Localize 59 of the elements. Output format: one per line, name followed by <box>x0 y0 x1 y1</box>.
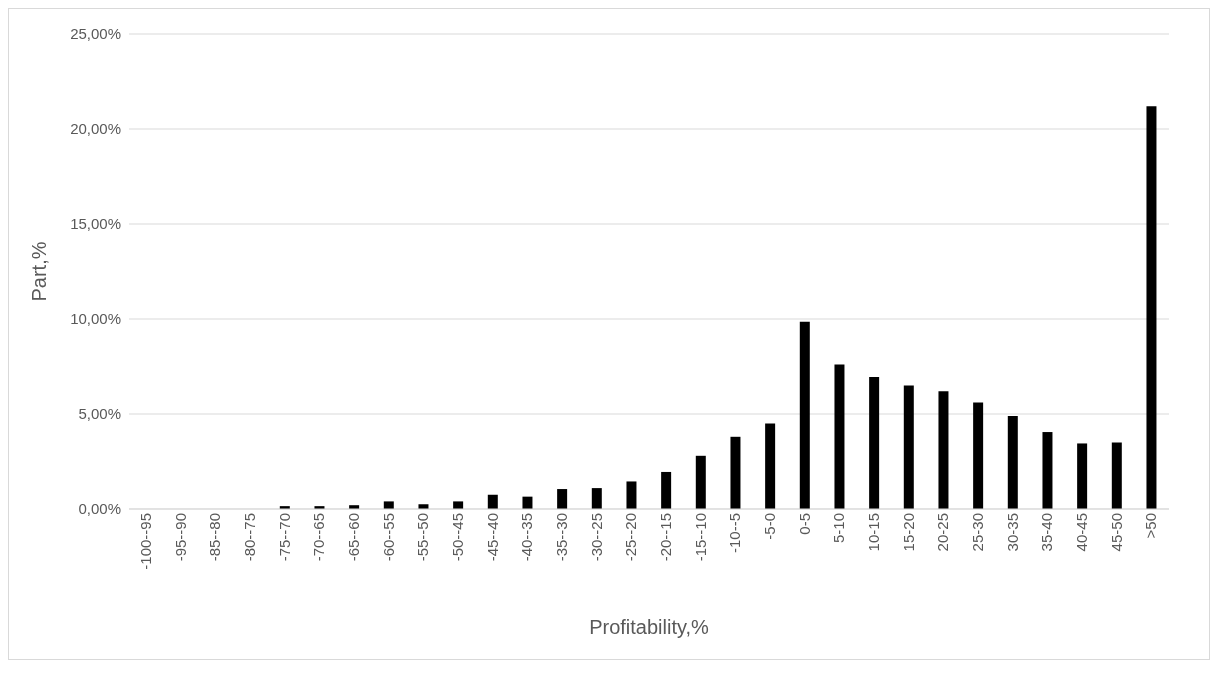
x-axis-title: Profitability,% <box>589 616 710 638</box>
bar <box>765 423 776 509</box>
y-tick-label: 0,00% <box>78 500 121 518</box>
y-tick-label: 25,00% <box>70 25 121 43</box>
x-tick-label: -20--15 <box>656 513 674 562</box>
x-tick-label: >50 <box>1142 513 1160 539</box>
x-tick-label: 10-15 <box>864 513 882 552</box>
x-tick-label: 25-30 <box>968 513 986 552</box>
x-tick-label: -10--5 <box>726 513 744 554</box>
x-tick-label: 0-5 <box>795 513 813 535</box>
x-tick-label: -85--80 <box>206 513 224 562</box>
y-tick-label: 10,00% <box>70 310 121 328</box>
bar <box>1146 106 1157 509</box>
bar <box>903 385 914 509</box>
x-tick-label: -80--75 <box>240 513 258 562</box>
bar <box>695 455 706 509</box>
x-tick-label: -5-0 <box>760 513 778 540</box>
bar <box>1042 432 1053 509</box>
bar <box>626 481 637 509</box>
x-tick-label: -75--70 <box>275 513 293 562</box>
bar <box>973 402 984 509</box>
x-tick-label: -70--65 <box>310 513 328 562</box>
x-tick-label: 40-45 <box>1072 513 1090 552</box>
bar <box>487 494 498 509</box>
x-tick-label: -55--50 <box>414 513 432 562</box>
bar <box>730 436 741 509</box>
bar <box>1007 415 1018 509</box>
bar <box>869 376 880 509</box>
x-tick-label: -60--55 <box>379 513 397 562</box>
bar <box>938 391 949 509</box>
bar <box>453 501 464 509</box>
bar <box>834 364 845 509</box>
x-tick-label: -40--35 <box>518 513 536 562</box>
x-tick-label: -30--25 <box>587 513 605 562</box>
x-tick-label: 5-10 <box>830 513 848 544</box>
x-tick-label: -65--60 <box>344 513 362 562</box>
bar <box>383 501 394 509</box>
bar <box>557 489 568 509</box>
x-tick-label: -25--20 <box>622 513 640 562</box>
x-tick-label: -45--40 <box>483 513 501 562</box>
bar <box>1077 443 1088 509</box>
x-tick-label: 15-20 <box>899 513 917 552</box>
x-tick-label: 45-50 <box>1107 513 1125 552</box>
bar <box>661 471 672 509</box>
x-tick-label: -15--10 <box>691 513 709 562</box>
x-tick-label: -95--90 <box>171 513 189 562</box>
y-tick-label: 5,00% <box>78 405 121 423</box>
y-tick-label: 20,00% <box>70 120 121 138</box>
x-tick-label: 35-40 <box>1038 513 1056 552</box>
x-tick-label: 30-35 <box>1003 513 1021 552</box>
bar <box>799 321 810 509</box>
y-axis-title: Part,% <box>28 241 51 302</box>
x-tick-label: 20-25 <box>934 513 952 552</box>
bar <box>1111 442 1122 509</box>
y-tick-label: 15,00% <box>70 215 121 233</box>
x-tick-label: -100--95 <box>136 513 154 570</box>
x-tick-label: -35--30 <box>552 513 570 562</box>
bar <box>591 488 602 509</box>
x-tick-label: -50--45 <box>448 513 466 562</box>
